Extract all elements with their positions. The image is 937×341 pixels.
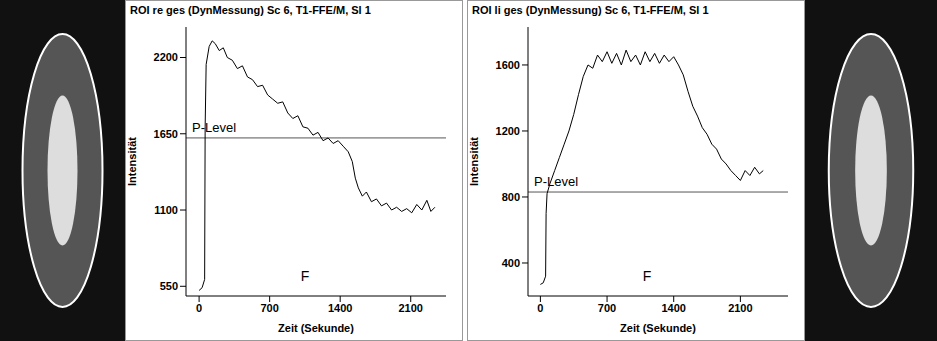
- svg-text:1650: 1650: [154, 128, 178, 140]
- svg-text:Zeit (Sekunde): Zeit (Sekunde): [620, 322, 696, 334]
- html-text:ROI re ges (DynMessung) Sc 6,: ROI re ges (DynMessung) Sc 6, T1-FFE/M, …: [130, 4, 371, 16]
- svg-text:P-Level: P-Level: [192, 120, 236, 135]
- svg-text:1400: 1400: [328, 302, 352, 314]
- svg-text:800: 800: [502, 191, 520, 203]
- svg-text:Zeit (Sekunde): Zeit (Sekunde): [278, 322, 354, 334]
- svg-text:P-Level: P-Level: [534, 174, 578, 189]
- svg-text:1200: 1200: [496, 125, 520, 137]
- svg-text:2200: 2200: [154, 51, 178, 63]
- svg-text:2100: 2100: [398, 302, 422, 314]
- svg-text:2100: 2100: [728, 302, 752, 314]
- svg-text:Intensität: Intensität: [468, 137, 480, 186]
- svg-text:1600: 1600: [496, 59, 520, 71]
- svg-text:0: 0: [537, 302, 543, 314]
- svg-text:550: 550: [160, 280, 178, 292]
- html-text:F: F: [642, 268, 652, 284]
- html-text:F: F: [300, 268, 310, 284]
- svg-text:1400: 1400: [661, 302, 685, 314]
- svg-text:400: 400: [502, 257, 520, 269]
- svg-text:700: 700: [598, 302, 616, 314]
- svg-text:0: 0: [196, 302, 202, 314]
- html-text:ROI li ges (DynMessung) Sc 6,: ROI li ges (DynMessung) Sc 6, T1-FFE/M, …: [472, 4, 709, 16]
- svg-text:1100: 1100: [154, 204, 178, 216]
- svg-text:Intensität: Intensität: [126, 137, 138, 186]
- svg-text:700: 700: [260, 302, 278, 314]
